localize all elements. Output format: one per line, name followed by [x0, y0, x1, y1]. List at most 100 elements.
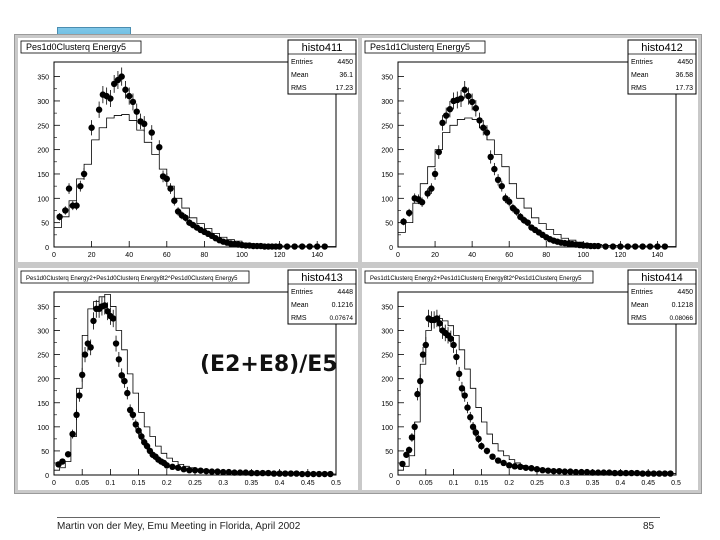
- y-tick-label: 300: [381, 329, 393, 336]
- data-point: [422, 341, 429, 349]
- data-point: [408, 434, 416, 441]
- histogram-pad-413: Pes1d0Clusterq Energy2+Pes1d0Clusterq En…: [18, 268, 358, 490]
- x-tick-label: 0.4: [275, 480, 285, 487]
- data-point: [220, 468, 227, 476]
- data-point: [453, 353, 460, 361]
- data-point: [79, 371, 86, 379]
- data-point: [447, 335, 455, 342]
- data-point: [214, 468, 221, 475]
- data-point: [594, 242, 602, 250]
- data-point: [197, 467, 204, 474]
- x-tick-label: 0: [52, 480, 56, 487]
- data-point: [203, 467, 210, 475]
- data-point: [533, 466, 541, 473]
- data-point: [225, 468, 233, 476]
- data-point: [639, 470, 646, 477]
- data-point: [489, 453, 496, 460]
- data-point: [439, 119, 446, 127]
- stat-value: 0.08066: [670, 315, 694, 322]
- data-point: [589, 469, 596, 476]
- data-point: [457, 95, 465, 102]
- data-point: [327, 470, 334, 478]
- stat-label: Entries: [291, 59, 313, 66]
- title-box: [364, 40, 486, 54]
- data-point: [399, 460, 406, 468]
- data-point: [517, 463, 524, 471]
- data-point: [276, 470, 283, 477]
- stats-box: [287, 269, 357, 325]
- y-tick-label: 250: [381, 353, 393, 360]
- y-tick-label: 150: [381, 401, 393, 408]
- data-point: [259, 469, 266, 477]
- data-point: [59, 458, 66, 465]
- data-point: [506, 198, 513, 205]
- data-point: [622, 469, 630, 477]
- data-point: [602, 243, 609, 250]
- y-tick-label: 200: [37, 148, 49, 155]
- data-point: [446, 106, 454, 113]
- y-tick-label: 200: [381, 377, 393, 384]
- data-point: [283, 243, 291, 250]
- stat-label: Entries: [631, 59, 653, 66]
- data-point: [231, 469, 238, 476]
- data-point: [304, 470, 311, 478]
- data-point: [624, 243, 632, 250]
- y-tick-label: 300: [37, 329, 49, 336]
- data-point: [400, 218, 407, 225]
- data-point: [424, 190, 431, 197]
- stats-box: [627, 39, 697, 95]
- data-point: [236, 469, 244, 476]
- data-point: [315, 470, 323, 478]
- chart-title: Pes1d1Clusterq Energy5: [370, 42, 470, 52]
- y-tick-label: 100: [381, 196, 393, 203]
- x-tick-label: 100: [236, 252, 248, 259]
- chart-title: Pes1d1Clusterq Energy2+Pes1d1Clusterq En…: [370, 276, 582, 282]
- data-point: [208, 468, 216, 475]
- data-point: [539, 466, 546, 474]
- stat-value: 4450: [337, 59, 353, 66]
- data-point: [242, 469, 249, 476]
- x-tick-label: 20: [88, 252, 96, 259]
- data-point: [163, 175, 170, 183]
- x-tick-label: 0: [396, 252, 400, 259]
- chart-title: Pes1d0Clusterq Energy5: [26, 42, 126, 52]
- x-tick-label: 0.35: [245, 480, 259, 487]
- data-point: [500, 459, 507, 467]
- data-point: [314, 243, 321, 250]
- data-point: [556, 467, 563, 475]
- stat-value: 17.73: [675, 85, 693, 92]
- data-point: [494, 457, 502, 464]
- data-point: [62, 207, 69, 214]
- y-tick-label: 50: [385, 449, 393, 456]
- data-point: [81, 351, 89, 358]
- data-point: [90, 317, 97, 325]
- data-point: [135, 427, 142, 434]
- data-point: [628, 469, 635, 477]
- y-tick-label: 150: [37, 401, 49, 408]
- data-point: [461, 392, 468, 399]
- data-point: [528, 465, 535, 472]
- stat-value: 0.07674: [330, 315, 354, 322]
- y-tick-label: 0: [389, 245, 393, 252]
- data-point: [403, 451, 410, 458]
- y-tick-label: 250: [381, 123, 393, 130]
- stat-label: RMS: [631, 315, 647, 322]
- title-box: [20, 270, 250, 284]
- x-tick-label: 0.45: [641, 480, 655, 487]
- data-point: [133, 108, 140, 115]
- data-point: [464, 404, 471, 411]
- data-point: [167, 185, 174, 192]
- chart-svg: Pes1d0Clusterq Energy5 histo411 Entries 445…: [20, 39, 357, 259]
- x-tick-label: 100: [577, 252, 589, 259]
- chart-svg: Pes1d1Clusterq Energy2+Pes1d1Clusterq En…: [364, 269, 697, 487]
- x-tick-label: 140: [652, 252, 664, 259]
- data-point: [436, 320, 443, 327]
- data-point: [600, 469, 607, 476]
- histogram-pad-414: Pes1d1Clusterq Energy2+Pes1d1Clusterq En…: [362, 268, 698, 490]
- histo-name: histo411: [302, 42, 343, 54]
- data-point: [419, 351, 427, 358]
- data-point: [544, 467, 552, 474]
- data-point: [661, 243, 669, 250]
- data-point: [129, 98, 137, 106]
- data-point: [491, 165, 498, 173]
